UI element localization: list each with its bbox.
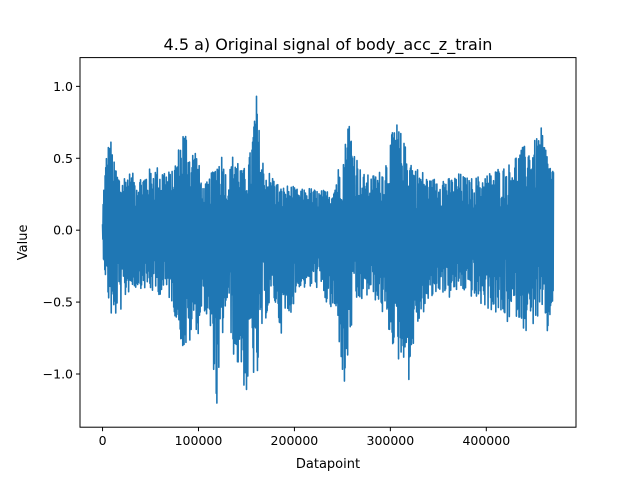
- x-tick-label: 100000: [175, 433, 223, 448]
- x-tick-label: 0: [99, 433, 107, 448]
- x-tick-label: 200000: [271, 433, 319, 448]
- x-axis-label: Datapoint: [296, 457, 360, 472]
- y-axis-label: Value: [16, 225, 31, 261]
- chart-title: 4.5 a) Original signal of body_acc_z_tra…: [164, 35, 493, 55]
- axes-frame: [79, 57, 577, 428]
- series-line: [101, 95, 555, 404]
- x-tick-label: 300000: [367, 433, 415, 448]
- y-tick-label: 0.5: [53, 151, 73, 166]
- y-tick-label: 0.0: [53, 223, 73, 238]
- series-layer: [101, 95, 555, 404]
- y-tick-label: −0.5: [43, 295, 73, 310]
- x-axis: 0 100000 200000 300000 400000: [99, 427, 510, 448]
- y-tick-label: −1.0: [43, 366, 73, 381]
- x-tick-label: 400000: [462, 433, 510, 448]
- y-axis: −1.0 −0.5 0.0 0.5 1.0: [43, 79, 80, 381]
- y-tick-label: 1.0: [53, 79, 73, 94]
